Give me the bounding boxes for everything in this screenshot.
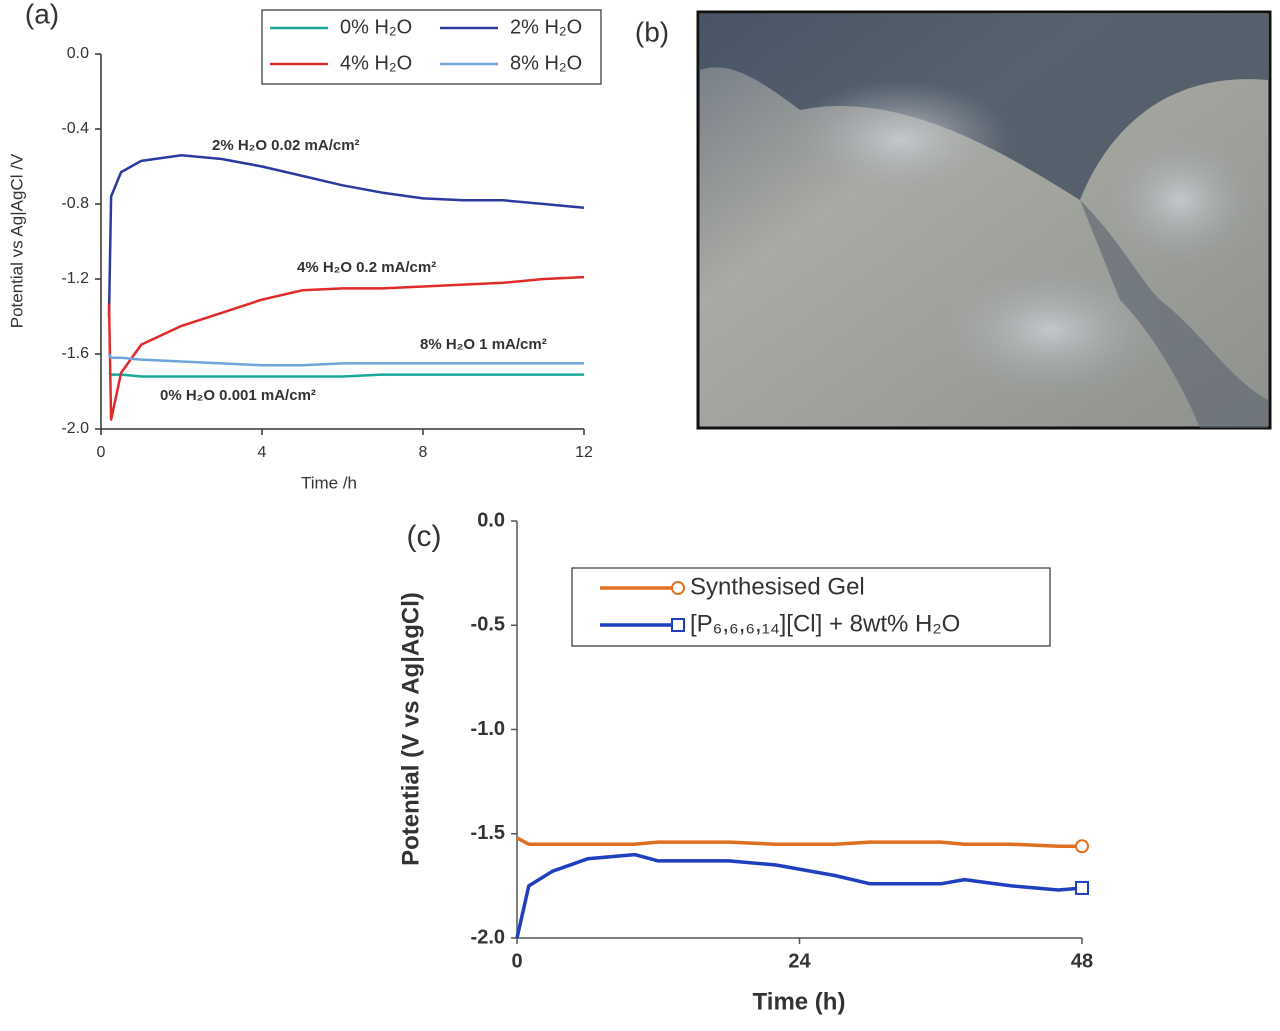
legend: 0% H₂O 2% H₂O 4% H₂O 8% H₂O xyxy=(261,9,602,85)
marker xyxy=(671,618,685,632)
y-tick-label: 0.0 xyxy=(67,45,89,62)
chart: (a) -2.0 -1.6 -1.2 -0.8 -0.4 0.0 0 4 8 12 Time /h Po… xyxy=(7,0,602,492)
y-tick-label: -1.2 xyxy=(61,270,89,287)
y-tick-label: -2.0 xyxy=(61,420,89,437)
legend-box xyxy=(261,9,602,85)
y-tick-label: -0.5 xyxy=(471,614,505,636)
x-tick-label: 8 xyxy=(419,444,428,461)
annotation: 4% H₂O 0.2 mA/cm² xyxy=(297,259,436,276)
photo-blob xyxy=(790,80,1010,200)
photo-blob xyxy=(1100,130,1260,270)
annotation: 0% H₂O 0.001 mA/cm² xyxy=(160,387,316,404)
series-line xyxy=(108,371,584,378)
annotation: 8% H₂O 1 mA/cm² xyxy=(420,336,547,353)
panel-label: (a) xyxy=(25,0,59,29)
panel-label: (c) xyxy=(407,520,442,553)
photo-blob xyxy=(930,260,1170,400)
legend-label: 0% H₂O xyxy=(340,16,412,38)
photo-crack xyxy=(1080,200,1268,428)
x-tick-label: 0 xyxy=(97,444,106,461)
y-tick-label: -1.5 xyxy=(471,822,505,844)
legend-label: 2% H₂O xyxy=(510,16,582,38)
chart: (c) -2.0 -1.5 -1.0 -0.5 0.0 0 24 48 Time (h) Poten… xyxy=(397,509,1093,1015)
x-tick-label: 4 xyxy=(258,444,267,461)
series-line xyxy=(107,353,584,367)
y-axis-label: Potential vs Ag|AgCl /V xyxy=(7,153,26,328)
panel-label: (b) xyxy=(635,16,669,47)
annotation: 2% H₂O 0.02 mA/cm² xyxy=(212,137,360,154)
y-tick-label: -2.0 xyxy=(471,926,505,948)
x-tick-label: 48 xyxy=(1071,950,1093,972)
legend-label: 4% H₂O xyxy=(340,52,412,74)
series-line xyxy=(515,852,1083,939)
y-tick-label: -0.8 xyxy=(61,195,89,212)
y-axis-label: Potential (V vs Ag|AgCl) xyxy=(397,592,424,866)
series-line xyxy=(107,275,585,421)
legend-label: 8% H₂O xyxy=(510,52,582,74)
y-tick-label: -1.6 xyxy=(61,345,89,362)
series-line xyxy=(516,836,1082,849)
photo-panel: (b) xyxy=(635,10,1272,430)
legend-box xyxy=(571,567,1051,647)
marker xyxy=(1075,839,1089,854)
legend-label: [P₆,₆,₆,₁₄][Cl] + 8wt% H₂O xyxy=(690,610,960,637)
y-tick-label: -0.4 xyxy=(61,120,89,137)
x-tick-label: 24 xyxy=(788,950,811,972)
x-axis-label: Time /h xyxy=(301,473,357,492)
x-tick-label: 0 xyxy=(511,950,522,972)
x-axis-label: Time (h) xyxy=(753,988,846,1015)
marker xyxy=(671,581,685,595)
x-tick-label: 12 xyxy=(575,444,593,461)
y-tick-label: 0.0 xyxy=(477,509,505,531)
legend-label: Synthesised Gel xyxy=(690,573,865,600)
marker xyxy=(1075,880,1089,895)
series-line xyxy=(107,154,585,317)
legend: Synthesised Gel [P₆,₆,₆,₁₄][Cl] + 8wt% H₂… xyxy=(571,567,1051,647)
y-tick-label: -1.0 xyxy=(471,718,505,740)
